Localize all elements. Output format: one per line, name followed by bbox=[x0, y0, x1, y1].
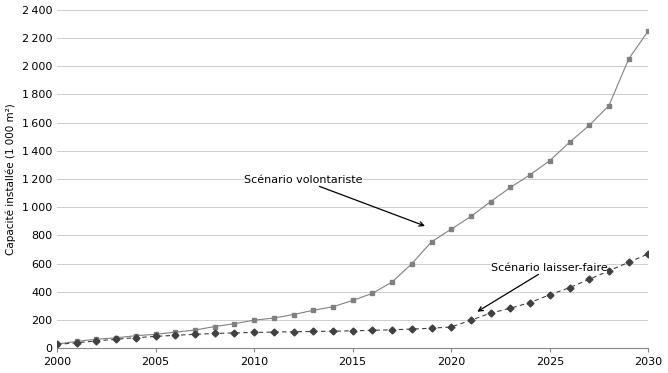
Y-axis label: Capacité installée (1 000 m²): Capacité installée (1 000 m²) bbox=[5, 103, 16, 255]
Text: Scénario laisser-faire: Scénario laisser-faire bbox=[478, 263, 607, 311]
Text: Scénario volontariste: Scénario volontariste bbox=[244, 175, 424, 226]
